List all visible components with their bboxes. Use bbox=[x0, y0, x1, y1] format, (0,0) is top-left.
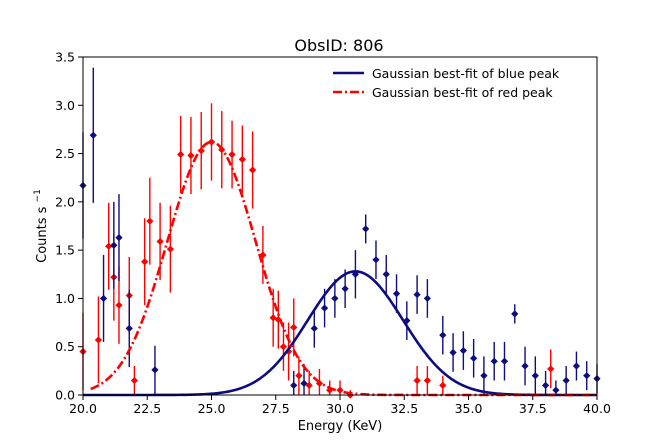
blue-data-point bbox=[449, 348, 457, 357]
x-tick-label: 27.5 bbox=[262, 401, 290, 416]
blue-data-point bbox=[331, 294, 339, 303]
blue-data-point bbox=[470, 354, 478, 362]
red-data-point bbox=[279, 343, 288, 351]
blue-data-point bbox=[459, 346, 467, 355]
y-axis-label-sup: −1 bbox=[33, 189, 43, 202]
x-tick-label: 22.5 bbox=[133, 401, 161, 416]
blue-data-point bbox=[362, 225, 370, 233]
red-data-point bbox=[326, 386, 334, 394]
red-data-point bbox=[238, 155, 246, 163]
blue-data-point bbox=[341, 285, 349, 293]
red-data-point bbox=[156, 237, 164, 246]
y-axis-ticks: 0.0 0.5 1.0 1.5 2.0 2.5 3.0 3.5 bbox=[55, 50, 83, 403]
red-data-point bbox=[166, 245, 174, 253]
red-peak-fit-curve bbox=[90, 140, 597, 397]
red-data-point bbox=[130, 376, 138, 385]
red-data-point bbox=[115, 301, 123, 309]
blue-data-point bbox=[372, 256, 380, 264]
svg-text:Counts s −1: Counts s −1 bbox=[33, 189, 50, 263]
blue-data-point bbox=[500, 357, 509, 365]
blue-data-point bbox=[552, 386, 560, 394]
blue-data-point bbox=[392, 290, 401, 298]
blue-data-point bbox=[310, 324, 318, 332]
legend-label-red: Gaussian best-fit of red peak bbox=[372, 85, 553, 100]
y-axis-label-main: Counts s bbox=[35, 206, 50, 263]
blue-data-point bbox=[300, 379, 308, 388]
red-data-point bbox=[187, 151, 195, 160]
blue-data-point bbox=[572, 362, 581, 370]
blue-data-point bbox=[382, 270, 390, 278]
red-data-point bbox=[305, 381, 313, 389]
blue-data-point bbox=[490, 357, 498, 365]
blue-data-point bbox=[480, 372, 488, 380]
series-layer bbox=[79, 67, 601, 399]
red-data-point bbox=[228, 150, 236, 159]
blue-peak-fit-curve bbox=[83, 270, 597, 397]
y-tick-label: 3.0 bbox=[55, 98, 75, 113]
red-data-point bbox=[547, 365, 555, 373]
x-tick-label: 35.0 bbox=[455, 401, 483, 416]
x-tick-label: 25.0 bbox=[198, 401, 226, 416]
blue-data-point bbox=[531, 372, 539, 380]
blue-data-point bbox=[511, 310, 519, 318]
y-tick-label: 0.0 bbox=[55, 388, 75, 403]
red-data-point bbox=[295, 372, 303, 380]
red-data-point bbox=[290, 323, 298, 331]
red-data-point bbox=[285, 347, 293, 356]
blue-data-point bbox=[89, 131, 97, 139]
y-axis-label: Counts s −1 bbox=[33, 189, 50, 263]
x-tick-label: 20.0 bbox=[69, 401, 97, 416]
legend: Gaussian best-fit of blue peak Gaussian … bbox=[333, 66, 560, 100]
blue-data-point bbox=[320, 304, 329, 312]
red-data-point bbox=[141, 258, 149, 266]
y-tick-label: 2.0 bbox=[55, 194, 75, 209]
blue-data-point bbox=[542, 381, 550, 389]
blue-data-point bbox=[562, 376, 570, 385]
blue-data-point bbox=[423, 294, 431, 303]
y-tick-label: 1.5 bbox=[55, 243, 75, 258]
blue-data-point bbox=[110, 241, 118, 249]
legend-label-blue: Gaussian best-fit of blue peak bbox=[372, 66, 560, 81]
y-tick-label: 3.5 bbox=[55, 50, 75, 65]
blue-data-point bbox=[521, 362, 529, 370]
blue-data-point bbox=[439, 331, 447, 339]
y-tick-label: 1.0 bbox=[55, 291, 75, 306]
red-data-point bbox=[249, 166, 257, 174]
chart-title: ObsID: 806 bbox=[294, 36, 383, 55]
red-data-point bbox=[105, 242, 113, 250]
red-data-point bbox=[439, 381, 447, 389]
red-data-point bbox=[413, 376, 421, 385]
blue-data-point bbox=[125, 324, 133, 332]
y-tick-label: 0.5 bbox=[55, 339, 75, 354]
blue-data-point bbox=[290, 381, 298, 389]
blue-data-point bbox=[115, 233, 123, 242]
red-data-point bbox=[94, 336, 103, 344]
x-tick-label: 30.0 bbox=[326, 401, 354, 416]
red-data-point bbox=[177, 150, 185, 159]
y-tick-label: 2.5 bbox=[55, 146, 75, 161]
x-tick-label: 40.0 bbox=[583, 401, 611, 416]
red-data-point bbox=[146, 217, 154, 225]
x-axis-ticks: 20.0 22.5 25.0 27.5 30.0 32.5 35.0 37.5 40.0 bbox=[69, 395, 611, 416]
red-data-point bbox=[207, 138, 216, 146]
x-tick-label: 32.5 bbox=[390, 401, 418, 416]
blue-data-point bbox=[413, 290, 421, 299]
blue-data-point bbox=[99, 294, 108, 303]
blue-data-point bbox=[151, 366, 159, 374]
x-axis-label: Energy (KeV) bbox=[298, 419, 383, 434]
x-tick-label: 37.5 bbox=[519, 401, 547, 416]
fit-layer bbox=[83, 140, 597, 397]
red-data-point bbox=[423, 376, 431, 385]
blue-data-point bbox=[583, 372, 591, 380]
